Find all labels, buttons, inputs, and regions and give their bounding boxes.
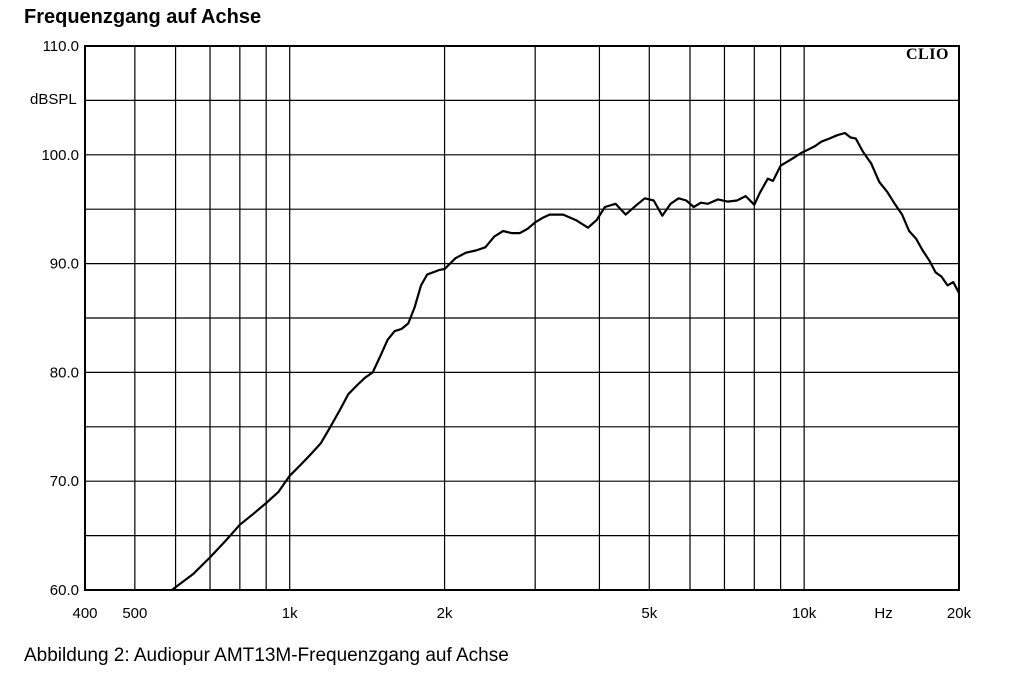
y-tick-label: 70.0 (50, 473, 79, 490)
x-tick-label: 10k (792, 605, 817, 622)
clio-logo: CLIO (906, 46, 949, 63)
x-tick-label: 20k (947, 605, 972, 622)
x-tick-label: 2k (437, 605, 453, 622)
chart-title: Frequenzgang auf Achse (24, 6, 262, 28)
y-tick-label: 90.0 (50, 256, 79, 273)
x-axis-unit-label: Hz (874, 605, 892, 622)
x-tick-label: 500 (122, 605, 147, 622)
grid-lines (85, 46, 959, 590)
y-tick-label: 80.0 (50, 364, 79, 381)
x-tick-label: 1k (282, 605, 298, 622)
x-tick-label: 400 (72, 605, 97, 622)
y-axis-unit-label: dBSPL (30, 91, 77, 108)
x-tick-label: 5k (641, 605, 657, 622)
figure-caption: Abbildung 2: Audiopur AMT13M-Frequenzgan… (24, 645, 509, 666)
plot-frame (84, 45, 960, 591)
response-curve (171, 131, 960, 591)
y-tick-label: 110.0 (43, 38, 79, 55)
tick-labels: 400 500 1k 2k 5k 10k 20k Hz 60.0 70.0 80.0 90.0 100.… (41, 38, 971, 622)
y-tick-label: 60.0 (50, 582, 79, 599)
y-tick-label: 100.0 (41, 147, 79, 164)
